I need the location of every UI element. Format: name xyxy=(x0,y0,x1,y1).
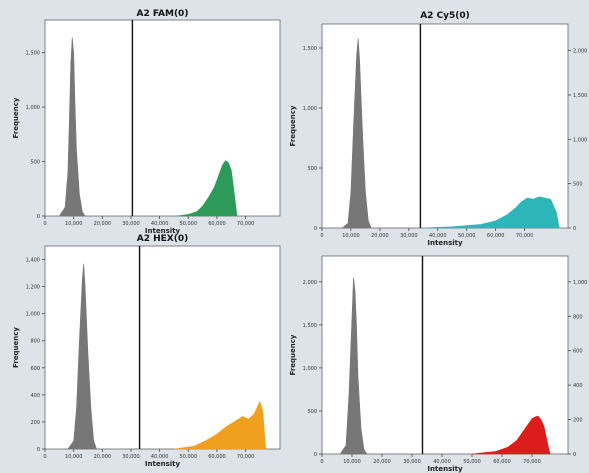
y-tick-label: 1,000 xyxy=(303,106,317,112)
negative-population-area xyxy=(341,38,372,229)
x-tick-label: 10,000 xyxy=(343,459,361,465)
positive-population-area xyxy=(176,160,238,217)
x-tick-label: 20,000 xyxy=(94,221,112,227)
y-tick-label: 600 xyxy=(30,366,40,372)
y-tick-label: 500 xyxy=(307,409,317,415)
x-tick-label: 0 xyxy=(320,459,323,465)
x-tick-label: 0 xyxy=(43,454,46,460)
x-tick-label: 20,000 xyxy=(94,454,112,460)
x-tick-label: 30,000 xyxy=(122,221,140,227)
y-tick-label: 1,200 xyxy=(26,285,40,291)
y-tick-label: 500 xyxy=(30,160,40,166)
y-tick-label: 0 xyxy=(314,452,317,458)
x-tick-label: 50,000 xyxy=(180,221,198,227)
negative-population-area xyxy=(58,37,86,217)
chart-panel: 0 10,000 20,000 30,000 40,000 50,000 60,000 70,… xyxy=(289,255,587,473)
y-tick-label: 0 xyxy=(37,214,40,220)
x-tick-label: 30,000 xyxy=(122,454,140,460)
right-y-tick-label: 2,000 xyxy=(573,49,587,55)
y-tick-label: 500 xyxy=(307,166,317,172)
right-y-tick-label: 500 xyxy=(573,182,583,188)
y-tick-label: 1,400 xyxy=(26,258,40,264)
chart-title: A2 Cy5(0) xyxy=(420,11,470,21)
y-tick-label: 1,500 xyxy=(26,51,40,57)
y-axis-label: Frequency xyxy=(12,97,20,138)
positive-population-area xyxy=(173,400,267,450)
x-axis-label: Intensity xyxy=(145,227,181,235)
y-tick-label: 1,000 xyxy=(303,366,317,372)
right-y-tick-label: 1,000 xyxy=(573,280,587,286)
x-tick-label: 10,000 xyxy=(65,221,83,227)
x-tick-label: 20,000 xyxy=(373,459,391,465)
right-y-tick-label: 600 xyxy=(573,349,583,355)
y-tick-label: 2,000 xyxy=(303,280,317,286)
chart-title: A2 FAM(0) xyxy=(137,9,189,19)
x-axis-label: Intensity xyxy=(427,465,463,473)
y-tick-label: 1,500 xyxy=(303,46,317,52)
right-y-tick-label: 0 xyxy=(573,226,576,232)
negative-population-area xyxy=(67,263,98,450)
chart-panels: A2 FAM(0) 0 10,000 20,000 30,000 40,000 50,000… xyxy=(12,9,587,473)
x-tick-label: 70,000 xyxy=(237,221,255,227)
x-tick-label: 60,000 xyxy=(487,233,505,239)
right-y-tick-label: 0 xyxy=(573,452,576,458)
y-tick-label: 800 xyxy=(30,339,40,345)
x-tick-label: 30,000 xyxy=(403,459,421,465)
x-tick-label: 40,000 xyxy=(433,459,451,465)
positive-population-area xyxy=(471,415,551,455)
chart-title: A2 HEX(0) xyxy=(137,234,188,244)
y-axis-label: Frequency xyxy=(289,334,297,375)
y-tick-label: 1,000 xyxy=(26,312,40,318)
x-tick-label: 50,000 xyxy=(180,454,198,460)
y-tick-label: 200 xyxy=(30,420,40,426)
y-axis-label: Frequency xyxy=(12,327,20,368)
x-tick-label: 30,000 xyxy=(400,233,418,239)
x-tick-label: 40,000 xyxy=(151,221,169,227)
x-tick-label: 0 xyxy=(320,233,323,239)
plot-area xyxy=(321,255,569,455)
positive-population-area xyxy=(420,196,560,229)
x-tick-label: 10,000 xyxy=(342,233,360,239)
x-tick-label: 70,000 xyxy=(237,454,255,460)
x-axis-label: Intensity xyxy=(427,239,463,247)
y-axis-label: Frequency xyxy=(289,105,297,146)
x-tick-label: 40,000 xyxy=(429,233,447,239)
x-tick-label: 60,000 xyxy=(208,221,226,227)
plot-area xyxy=(44,19,281,217)
x-tick-label: 70,000 xyxy=(523,459,541,465)
right-y-tick-label: 1,000 xyxy=(573,137,587,143)
x-tick-label: 20,000 xyxy=(371,233,389,239)
x-tick-label: 0 xyxy=(43,221,46,227)
x-tick-label: 10,000 xyxy=(65,454,83,460)
y-tick-label: 0 xyxy=(37,447,40,453)
x-tick-label: 60,000 xyxy=(208,454,226,460)
x-tick-label: 60,000 xyxy=(493,459,511,465)
x-axis-label: Intensity xyxy=(145,460,181,468)
right-y-tick-label: 400 xyxy=(573,383,583,389)
right-y-tick-label: 200 xyxy=(573,418,583,424)
chart-panel: A2 Cy5(0) 0 10,000 20,000 30,000 40,000 50,000… xyxy=(289,11,587,247)
y-tick-label: 0 xyxy=(314,226,317,232)
y-tick-label: 1,000 xyxy=(26,105,40,111)
y-tick-label: 400 xyxy=(30,393,40,399)
x-tick-label: 50,000 xyxy=(463,459,481,465)
x-tick-label: 50,000 xyxy=(458,233,476,239)
chart-panel: A2 FAM(0) 0 10,000 20,000 30,000 40,000 50,000… xyxy=(12,9,281,235)
y-tick-label: 1,500 xyxy=(303,323,317,329)
x-tick-label: 40,000 xyxy=(151,454,169,460)
right-y-tick-label: 1,500 xyxy=(573,93,587,99)
negative-population-area xyxy=(339,277,368,455)
x-tick-label: 70,000 xyxy=(516,233,534,239)
right-y-tick-label: 800 xyxy=(573,314,583,320)
chart-panel: A2 HEX(0) 0 10,000 20,000 30,000 40,000 50,000… xyxy=(12,234,281,468)
